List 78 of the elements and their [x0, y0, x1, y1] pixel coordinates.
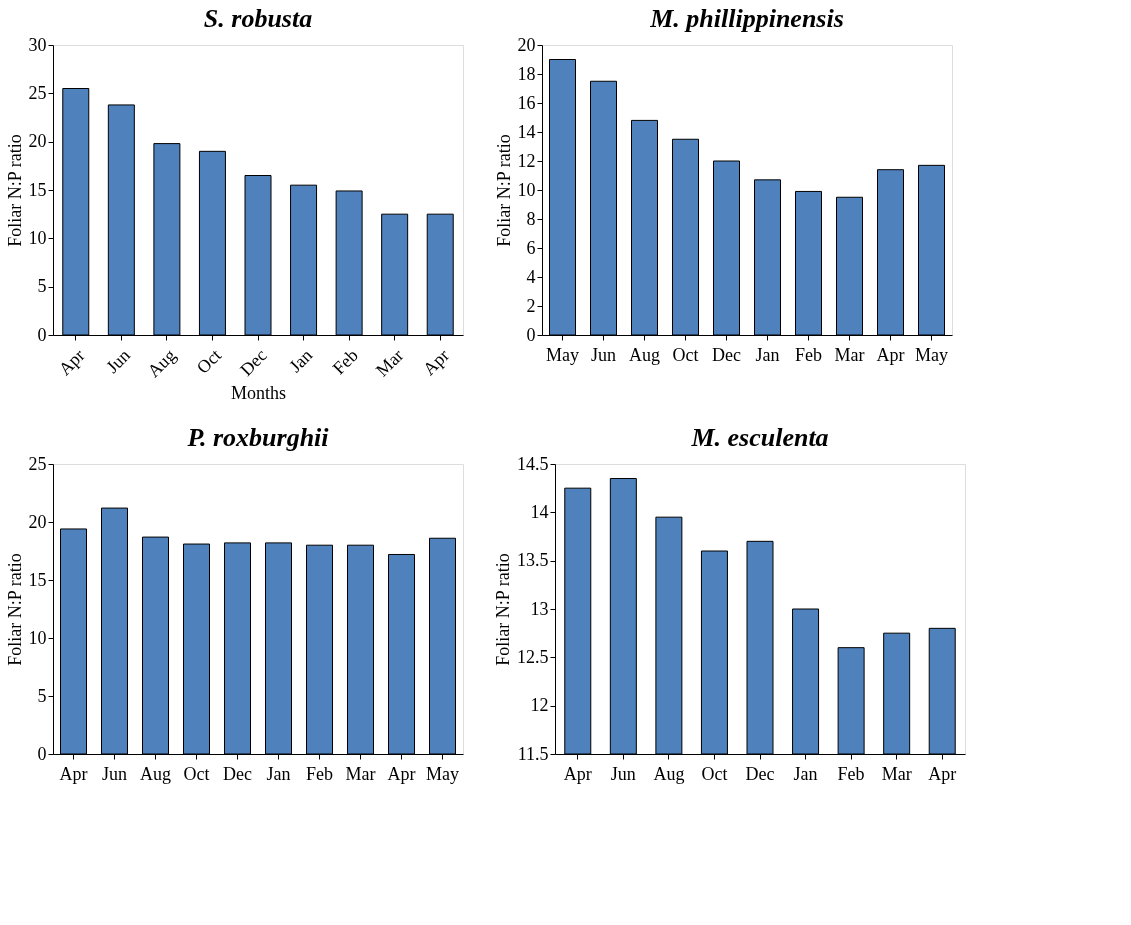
- y-tick-label: 14.5: [517, 453, 549, 474]
- x-tick-label: Jun: [102, 345, 135, 377]
- x-tick-label: Feb: [837, 763, 865, 784]
- y-tick-label: 0: [526, 324, 536, 345]
- y-tick-label: 15: [28, 179, 47, 200]
- y-tick-label: 0: [37, 743, 47, 764]
- x-tick-label: Aug: [143, 345, 180, 382]
- y-tick-label: 10: [517, 179, 536, 200]
- x-tick-label: Jun: [590, 344, 617, 365]
- y-tick-label: 13.5: [517, 550, 549, 571]
- y-tick-label: 12.5: [517, 646, 549, 667]
- x-tick-label: Aug: [140, 763, 171, 784]
- y-axis-title: Foliar N:P ratio: [493, 553, 513, 666]
- x-tick-label: Dec: [712, 344, 741, 365]
- x-tick-label: Mar: [881, 763, 912, 784]
- chart-title: P. roxburghii: [186, 423, 330, 452]
- x-tick-label: Apr: [54, 345, 89, 380]
- x-tick-label: Mar: [372, 345, 408, 381]
- y-tick-label: 14: [517, 121, 536, 142]
- x-tick-label: Jan: [755, 344, 780, 365]
- x-tick-label: May: [915, 344, 948, 365]
- y-tick-label: 20: [28, 131, 47, 152]
- x-tick-label: Feb: [795, 344, 822, 365]
- y-tick-label: 5: [37, 276, 47, 297]
- x-tick-label: Feb: [328, 345, 362, 379]
- x-tick-label: Jun: [101, 763, 128, 784]
- x-tick-label: Dec: [236, 345, 271, 380]
- x-tick-label: Apr: [563, 763, 592, 784]
- y-tick-label: 25: [28, 453, 47, 474]
- y-tick-label: 16: [517, 92, 536, 113]
- x-tick-label: Jan: [266, 763, 291, 784]
- y-tick-label: 10: [28, 227, 47, 248]
- y-axis-title: Foliar N:P ratio: [4, 134, 25, 247]
- x-tick-label: May: [426, 763, 459, 784]
- y-tick-label: 4: [526, 266, 536, 287]
- x-tick-label: Apr: [387, 763, 416, 784]
- y-tick-label: 14: [530, 501, 549, 522]
- y-tick-label: 20: [28, 511, 47, 532]
- y-tick-label: 11.5: [517, 743, 549, 764]
- y-tick-label: 0: [37, 324, 47, 345]
- x-tick-label: Oct: [701, 763, 728, 784]
- y-tick-label: 8: [526, 208, 536, 229]
- y-tick-label: 20: [517, 34, 536, 55]
- x-axis-title: Months: [230, 383, 287, 404]
- x-tick-label: Oct: [672, 344, 699, 365]
- x-tick-label: May: [546, 344, 579, 365]
- x-tick-label: Apr: [419, 345, 453, 380]
- y-tick-label: 12: [530, 695, 549, 716]
- x-tick-label: Apr: [928, 763, 957, 784]
- y-axis-title: Foliar N:P ratio: [4, 553, 25, 666]
- y-tick-label: 13: [530, 598, 549, 619]
- chart-title: S. robusta: [203, 4, 313, 33]
- y-tick-label: 12: [517, 150, 536, 171]
- y-tick-label: 2: [526, 295, 536, 316]
- y-axis-title: Foliar N:P ratio: [493, 134, 514, 247]
- y-tick-label: 10: [28, 627, 47, 648]
- y-tick-label: 25: [28, 82, 47, 103]
- y-tick-label: 6: [526, 237, 536, 258]
- chart-title: M. esculenta: [690, 423, 829, 452]
- x-tick-label: Aug: [653, 763, 685, 784]
- x-tick-label: Oct: [192, 345, 226, 378]
- x-tick-label: Mar: [834, 344, 865, 365]
- x-tick-label: Feb: [306, 763, 333, 784]
- y-tick-label: 30: [28, 34, 47, 55]
- x-tick-label: Apr: [876, 344, 905, 365]
- x-tick-label: Aug: [629, 344, 660, 365]
- y-tick-label: 18: [517, 63, 536, 84]
- chart-title: M. phillippinensis: [649, 4, 844, 33]
- y-tick-label: 5: [37, 685, 47, 706]
- x-tick-label: Oct: [183, 763, 210, 784]
- y-tick-label: 15: [28, 569, 47, 590]
- x-tick-label: Dec: [745, 763, 775, 784]
- x-tick-label: Jan: [285, 345, 317, 377]
- x-tick-label: Jan: [793, 763, 818, 784]
- x-tick-label: Apr: [59, 763, 88, 784]
- x-tick-label: Mar: [345, 763, 376, 784]
- x-tick-label: Jun: [610, 763, 636, 784]
- x-tick-label: Dec: [223, 763, 252, 784]
